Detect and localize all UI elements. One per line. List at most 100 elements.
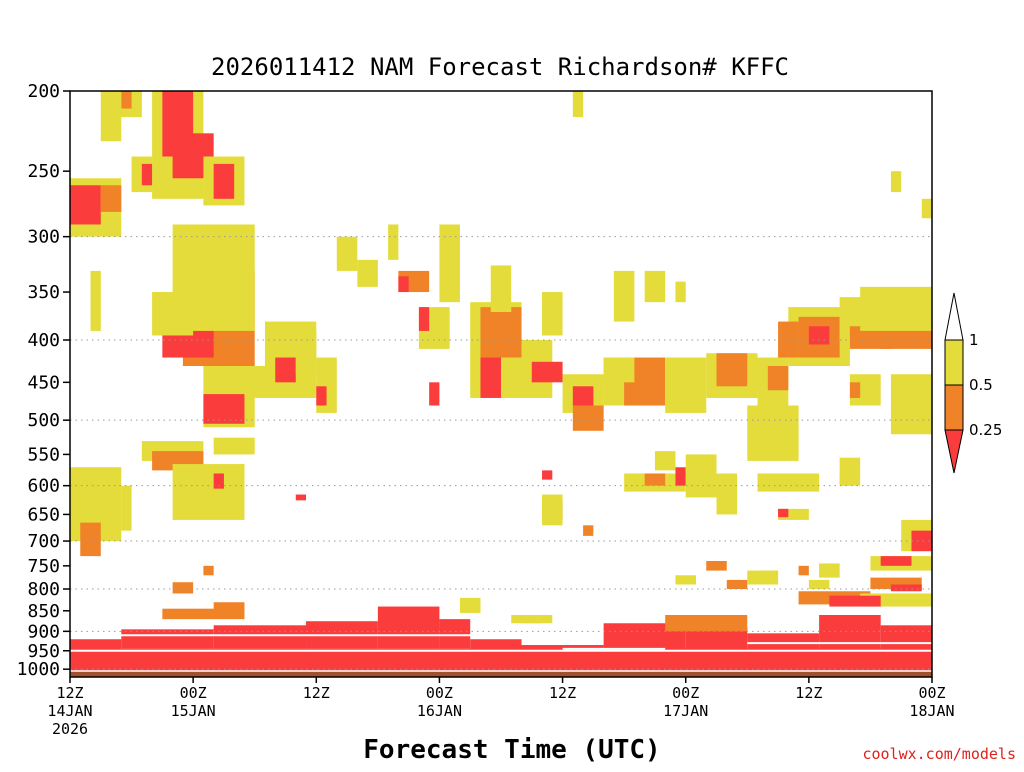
ground-layer <box>70 670 932 677</box>
ri-cell-orange <box>870 577 922 590</box>
y-tick-label: 650 <box>27 504 60 525</box>
y-tick-label: 200 <box>27 81 60 102</box>
ri-cell-orange <box>480 307 522 358</box>
ri-cell-red <box>880 625 932 653</box>
x-tick-label: 12Z <box>56 684 83 702</box>
y-tick-label: 850 <box>27 601 60 622</box>
legend-arrow-bottom <box>944 429 964 474</box>
legend-swatch-yellow <box>944 339 964 386</box>
legend-swatch-orange <box>944 384 964 431</box>
ri-cell-yellow <box>644 270 666 303</box>
y-tick-label: 350 <box>27 282 60 303</box>
ri-cell-orange <box>572 405 604 431</box>
ri-cell-red <box>890 584 922 592</box>
ri-cell-yellow <box>90 270 101 331</box>
ri-cell-orange <box>162 608 245 620</box>
ri-cell-red <box>70 185 101 225</box>
ri-cell-red <box>531 361 563 383</box>
ri-cell-yellow <box>172 464 245 520</box>
ri-cell-red <box>213 163 235 199</box>
x-tick-label: 00Z <box>426 684 453 702</box>
ri-cell-orange <box>644 473 666 486</box>
y-tick-label: 600 <box>27 476 60 497</box>
x-tick-label: 16JAN <box>417 702 462 720</box>
ri-cell-orange <box>767 365 789 391</box>
y-tick-label: 450 <box>27 372 60 393</box>
ri-cell-yellow <box>726 488 738 501</box>
y-axis-ticks: 200 250 300 350 400 450 500 550 600 650 700 7508008… <box>17 81 70 680</box>
gridlines <box>70 236 932 670</box>
ri-cell-orange <box>778 321 799 358</box>
ri-cell-yellow <box>490 265 512 313</box>
ri-cell-red <box>480 357 501 398</box>
plot-frame <box>69 90 933 678</box>
y-tick-label: 800 <box>27 579 60 600</box>
chart-title: 2026011412 NAM Forecast Richardson# KFFC <box>211 53 789 81</box>
ri-cell-yellow <box>921 198 932 219</box>
y-tick-label: 250 <box>27 161 60 182</box>
ri-cell-red <box>70 648 932 671</box>
ri-cell-yellow <box>459 597 481 613</box>
y-tick-label: 700 <box>27 531 60 552</box>
ri-cell-yellow <box>778 508 809 520</box>
ri-cell-red <box>439 619 471 649</box>
y-tick-label: 750 <box>27 556 60 577</box>
ri-cell-yellow <box>295 330 317 375</box>
ri-cell-red <box>316 386 327 406</box>
ri-cell-orange <box>583 525 594 536</box>
x-tick-label: 2026 <box>52 720 88 738</box>
y-tick-label: 1000 <box>17 659 60 680</box>
x-tick-label: 00Z <box>672 684 699 702</box>
legend-label: 0.25 <box>969 421 1002 439</box>
ri-cell-red <box>429 382 440 406</box>
ri-cell-yellow <box>747 405 799 461</box>
x-tick-label: 12Z <box>303 684 330 702</box>
ri-cell-yellow <box>213 437 255 455</box>
ri-cell-orange <box>213 602 245 611</box>
ri-cell-yellow <box>808 579 830 590</box>
ri-cell-orange <box>706 561 727 571</box>
x-tick-label: 12Z <box>795 684 822 702</box>
y-tick-label: 550 <box>27 444 60 465</box>
ri-cell-yellow <box>819 563 840 578</box>
ri-cell-yellow <box>572 91 584 117</box>
ri-cell-yellow <box>654 451 676 471</box>
ri-cell-red <box>911 530 932 552</box>
x-tick-label: 12Z <box>549 684 576 702</box>
ri-cell-yellow <box>890 374 932 435</box>
ri-cell-red <box>275 357 296 383</box>
ri-cell-red <box>377 606 440 649</box>
ri-cell-red <box>685 627 748 653</box>
ri-cell-red <box>542 470 553 480</box>
ri-cell-yellow <box>357 259 378 287</box>
ri-cell-red <box>70 639 122 651</box>
ri-cell-yellow <box>100 91 122 142</box>
x-tick-label: 00Z <box>918 684 945 702</box>
x-axis-label: Forecast Time (UTC) <box>363 735 660 765</box>
ri-cell-yellow <box>388 224 399 260</box>
ri-cell-red <box>398 276 409 293</box>
ri-cell-yellow <box>603 357 635 383</box>
ri-cell-orange <box>880 326 932 349</box>
ri-cell-yellow <box>757 570 779 585</box>
legend-arrow-top <box>944 292 964 341</box>
ri-cell-red <box>141 163 153 186</box>
ri-cell-red <box>880 556 912 566</box>
ri-cell-yellow <box>685 454 717 498</box>
x-tick-label: 15JAN <box>171 702 216 720</box>
legend-label: 0.5 <box>969 376 993 394</box>
ri-cell-yellow <box>675 281 686 303</box>
ri-cell-yellow <box>542 494 563 526</box>
x-tick-label: 00Z <box>180 684 207 702</box>
y-tick-label: 300 <box>27 227 60 248</box>
heatmap-cells <box>70 91 932 671</box>
ri-cell-red <box>418 307 430 331</box>
ri-cell-yellow <box>336 236 358 271</box>
ri-cell-red <box>121 629 214 649</box>
ri-cell-orange <box>665 614 748 632</box>
x-tick-label: 17JAN <box>663 702 708 720</box>
ri-cell-red <box>808 326 830 345</box>
